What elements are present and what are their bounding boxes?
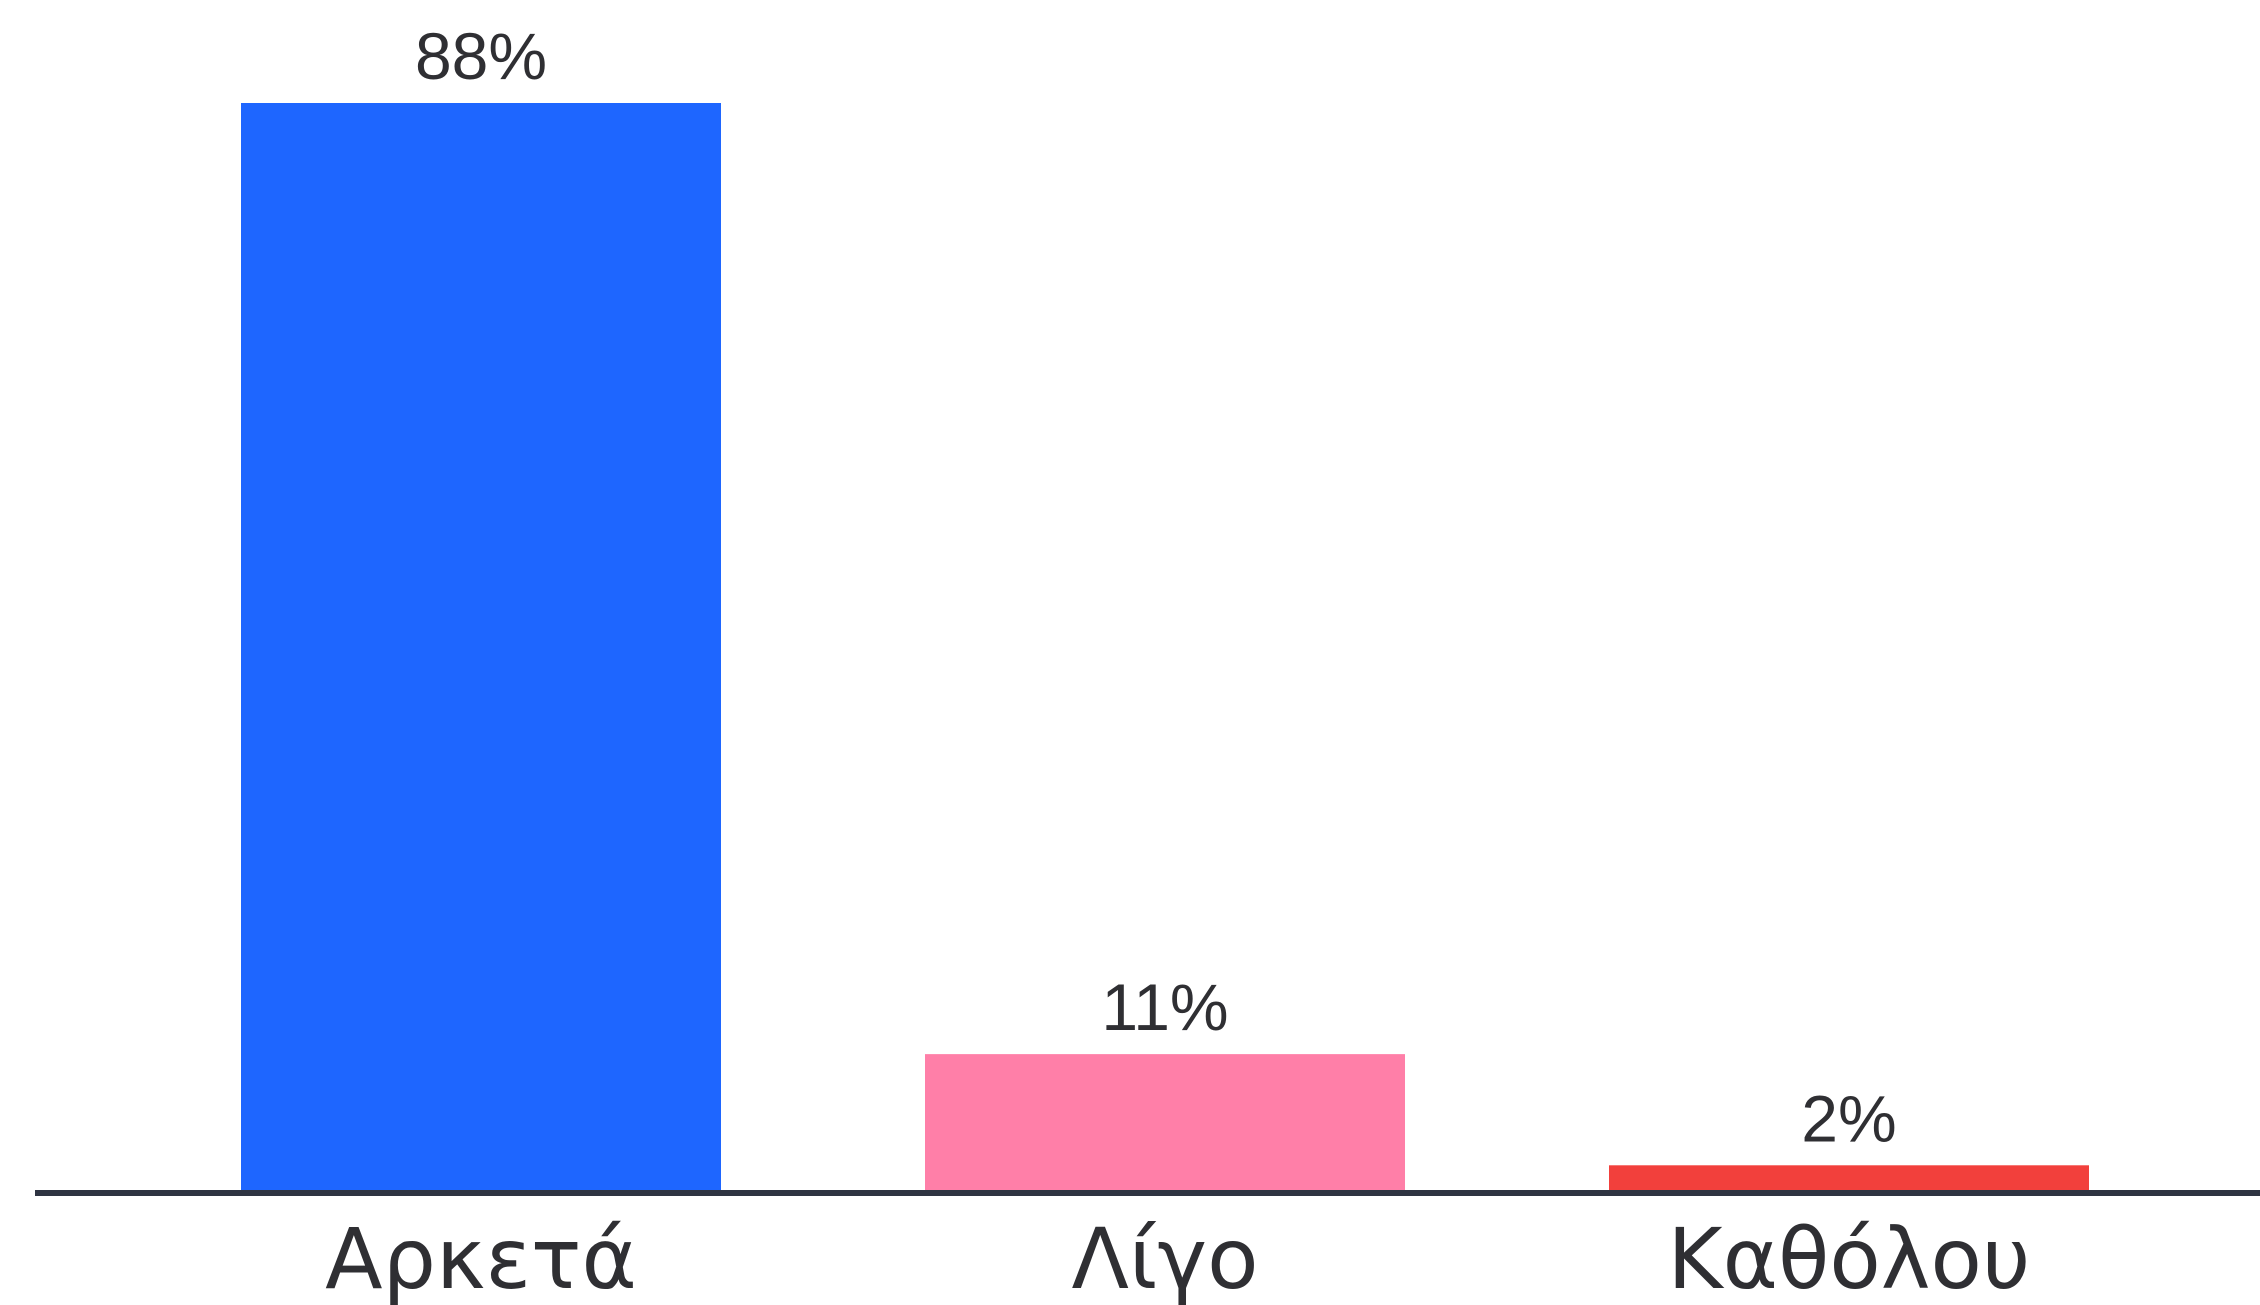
value-labels-group: 88% 11% 2% — [415, 19, 1897, 1155]
value-label-3: 2% — [1801, 1081, 1896, 1155]
bars-group — [241, 103, 2089, 1190]
value-label-1: 88% — [415, 19, 547, 93]
bar-2 — [925, 1054, 1405, 1190]
bar-1 — [241, 103, 721, 1190]
category-label-3: Καθόλου — [1668, 1210, 2031, 1305]
category-label-2: Λίγο — [1072, 1210, 1259, 1305]
category-labels-group: Αρκετά Λίγο Καθόλου — [325, 1210, 2030, 1305]
value-label-2: 11% — [1101, 970, 1228, 1044]
category-label-1: Αρκετά — [325, 1210, 637, 1305]
bar-3 — [1609, 1165, 2089, 1190]
